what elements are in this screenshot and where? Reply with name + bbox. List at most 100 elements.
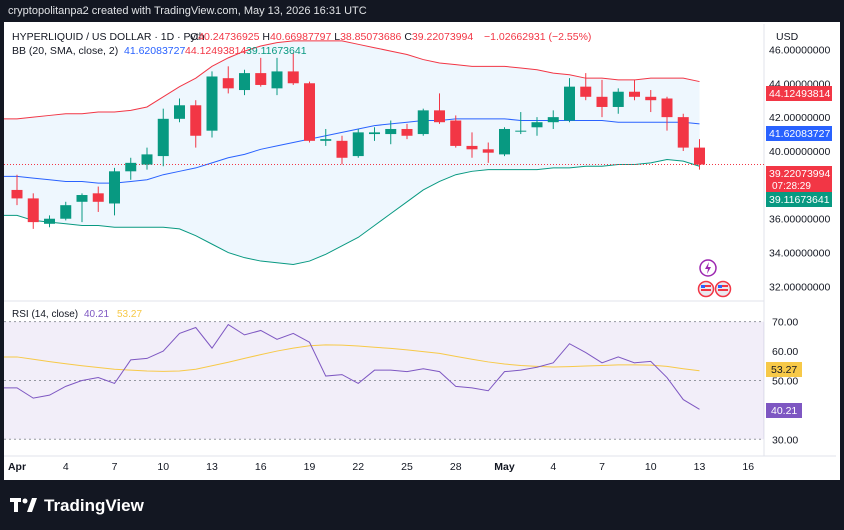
time-tick-label: 22 bbox=[352, 461, 364, 473]
time-tick-label: 10 bbox=[645, 461, 657, 473]
candle-body bbox=[385, 128, 397, 135]
candle bbox=[206, 71, 218, 138]
candle-body bbox=[239, 73, 250, 91]
candle-body bbox=[287, 71, 299, 84]
candle bbox=[239, 69, 250, 96]
candle bbox=[320, 128, 332, 146]
bb-lower-line bbox=[4, 158, 700, 265]
time-tick-label: 7 bbox=[112, 461, 118, 473]
candle bbox=[174, 98, 185, 123]
candle bbox=[141, 147, 153, 170]
bb-label: BB (20, SMA, close, 2) bbox=[12, 45, 118, 57]
candle-body bbox=[271, 71, 283, 89]
candle-body bbox=[352, 132, 364, 157]
rsi-tick-label: 30.00 bbox=[772, 434, 798, 446]
tradingview-brand: TradingView bbox=[44, 496, 144, 515]
bar-countdown: 07:28:29 bbox=[772, 181, 811, 192]
candle-body bbox=[336, 140, 348, 158]
candle bbox=[661, 96, 673, 131]
candle-body bbox=[92, 193, 104, 202]
candle bbox=[352, 128, 364, 158]
candle bbox=[434, 93, 445, 124]
candle-body bbox=[661, 98, 673, 118]
watermark-bar: cryptopolitanpa2 created with TradingVie… bbox=[0, 0, 844, 22]
time-tick-label: 4 bbox=[63, 461, 69, 473]
candle bbox=[385, 120, 397, 145]
candle bbox=[44, 215, 55, 228]
currency-label[interactable]: USD bbox=[776, 31, 799, 43]
time-tick-label: 7 bbox=[599, 461, 605, 473]
price-tick-label: 42.00000000 bbox=[769, 112, 830, 124]
rsi-line bbox=[4, 323, 700, 410]
bb-upper-line bbox=[4, 40, 700, 120]
rsi-axis-label: 40.21 bbox=[771, 405, 797, 417]
candle-body bbox=[206, 76, 218, 131]
candle-body bbox=[222, 78, 234, 89]
candle bbox=[547, 110, 559, 129]
price-tick-label: 32.00000000 bbox=[769, 281, 830, 293]
candle-body bbox=[11, 189, 23, 199]
candle-body bbox=[466, 145, 478, 150]
candle bbox=[677, 113, 689, 151]
candle-body bbox=[27, 198, 39, 223]
candle bbox=[629, 79, 640, 101]
candle bbox=[645, 90, 657, 113]
candle-body bbox=[417, 110, 429, 135]
legend: HYPERLIQUID / US DOLLAR · 1D · Pyth O40.… bbox=[12, 31, 799, 320]
candle bbox=[531, 117, 543, 136]
candle-body bbox=[320, 139, 332, 141]
rsi-ma-line bbox=[4, 344, 700, 372]
us-economic-event-icon-2[interactable] bbox=[714, 280, 732, 298]
candle-body bbox=[450, 120, 462, 146]
candle-body bbox=[645, 96, 657, 101]
candle-body bbox=[515, 130, 527, 132]
bb-basis-value: 41.62083727 bbox=[124, 45, 185, 57]
time-tick-label: 4 bbox=[550, 461, 556, 473]
price-axis: 46.0000000044.0000000042.0000000040.0000… bbox=[769, 44, 830, 293]
time-tick-label: 16 bbox=[742, 461, 754, 473]
time-tick-label: 10 bbox=[157, 461, 169, 473]
candle bbox=[580, 73, 592, 101]
us-economic-event-icon[interactable] bbox=[697, 280, 715, 298]
time-axis: Apr 4 7 10 13 16 19 22 25 28 May 4 7 10 13 16 bbox=[8, 461, 754, 473]
candle-body bbox=[612, 91, 624, 107]
ohlc-values: O40.24736925 H40.66987797 L38.85073686 C… bbox=[190, 31, 473, 43]
candle bbox=[190, 100, 202, 148]
candle-body bbox=[60, 205, 72, 219]
dividend-icon[interactable] bbox=[699, 259, 717, 277]
candle bbox=[304, 81, 315, 143]
candle bbox=[76, 193, 88, 223]
candle-body bbox=[76, 195, 88, 202]
rsi-label: RSI (14, close) bbox=[12, 309, 78, 320]
tradingview-logo[interactable]: TradingView bbox=[10, 496, 144, 516]
candle-body bbox=[401, 128, 413, 136]
last-price-label: 39.22073994 bbox=[769, 168, 830, 180]
grid-lines bbox=[4, 24, 836, 457]
candle-body bbox=[547, 117, 559, 123]
rsi-value-legend: 40.21 bbox=[84, 309, 109, 320]
bb-lower-value: 39.11673641 bbox=[246, 45, 307, 57]
time-tick-label: 16 bbox=[255, 461, 267, 473]
time-tick-label: 13 bbox=[694, 461, 706, 473]
candle-body bbox=[564, 86, 575, 121]
rsi-ma-value-legend: 53.27 bbox=[117, 309, 142, 320]
candle-body bbox=[44, 218, 55, 224]
candle-body bbox=[629, 91, 640, 97]
price-tick-label: 46.00000000 bbox=[769, 44, 830, 56]
candle bbox=[482, 142, 494, 163]
candle-body bbox=[304, 83, 315, 141]
rsi-tick-label: 50.00 bbox=[772, 375, 798, 387]
time-tick-label: 13 bbox=[206, 461, 218, 473]
candle bbox=[11, 174, 23, 206]
rsi-tick-label: 70.00 bbox=[772, 317, 798, 329]
candle-body bbox=[125, 162, 137, 172]
candle-body bbox=[157, 118, 169, 157]
candle bbox=[466, 132, 478, 158]
candle-body bbox=[190, 105, 202, 136]
candle-body bbox=[499, 128, 510, 155]
chart-frame bbox=[4, 22, 840, 480]
candle-body bbox=[694, 147, 705, 165]
candle bbox=[222, 66, 234, 94]
candle-body bbox=[141, 154, 153, 165]
